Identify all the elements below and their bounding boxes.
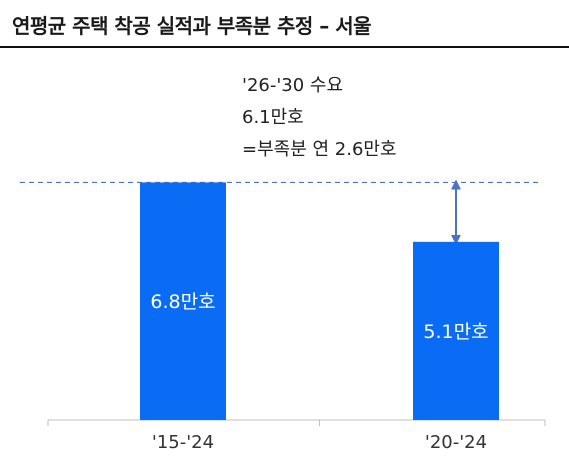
annotation-line-demand: 6.1만호 [242, 107, 304, 128]
bar-value-label-2: 5.1만호 [423, 321, 488, 343]
title-divider [0, 46, 569, 48]
bar-1 [140, 182, 226, 420]
x-tick-label-1: '15-'24 [152, 432, 214, 453]
bar-value-label-1: 6.8만호 [150, 291, 215, 313]
chart-title: 연평균 주택 착공 실적과 부족분 추정 – 서울 [12, 14, 372, 38]
demand-annotation: '26-'30 수요 6.1만호 =부족분 연 2.6만호 [242, 70, 397, 166]
annotation-line-period: '26-'30 수요 [242, 75, 344, 96]
bar-2 [413, 241, 499, 420]
annotation-line-shortfall: =부족분 연 2.6만호 [242, 139, 397, 160]
x-tick-label-2: '20-'24 [425, 432, 487, 453]
